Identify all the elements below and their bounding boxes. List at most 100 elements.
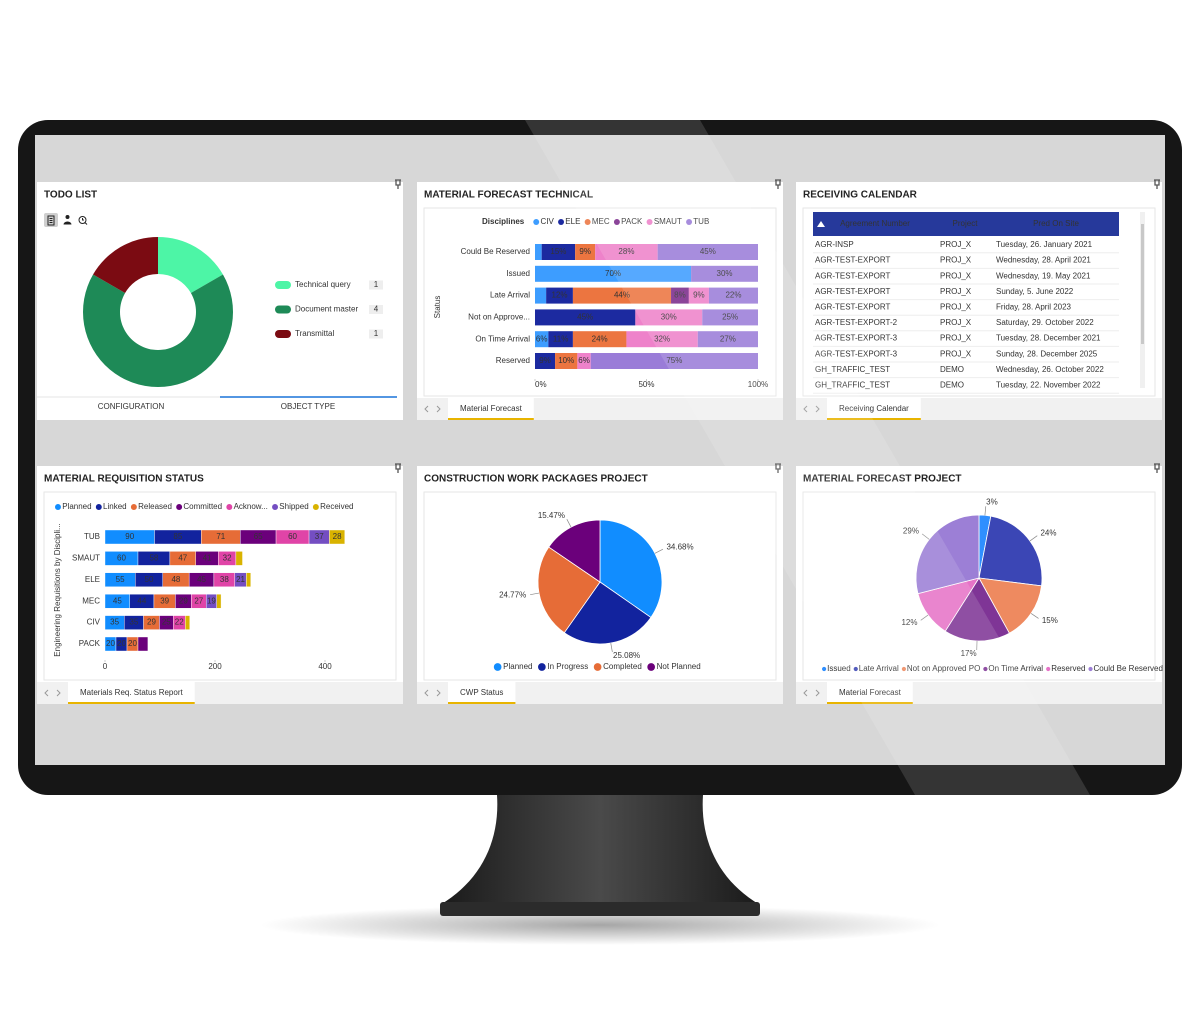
leader-line: [566, 519, 572, 528]
data-label: 24.77%: [499, 590, 526, 599]
data-label: 60: [288, 532, 297, 541]
tab-underline: [827, 702, 913, 704]
legend-swatch: [646, 219, 653, 225]
legend-label: Issued: [827, 664, 851, 673]
tab: [827, 682, 913, 704]
data-label: 44%: [614, 291, 630, 300]
tab-arrows: [424, 405, 441, 413]
tab: [448, 398, 534, 420]
pin-icon: [1154, 463, 1160, 473]
bar-segment: [535, 309, 636, 326]
bar-segment: [657, 244, 758, 260]
legend-label: Technical query: [295, 280, 351, 289]
slice: [944, 577, 1010, 642]
data-label: 20: [128, 639, 137, 648]
bar-segment: [688, 287, 709, 304]
table-cell: Friday, 28. April 2023: [996, 303, 1072, 312]
legend-label: Transmittal: [295, 329, 334, 338]
legend-swatch: [593, 663, 602, 671]
legend-swatch: [558, 219, 565, 225]
slice: [548, 519, 601, 583]
data-label: 85: [173, 532, 182, 541]
legend-swatch: [822, 666, 827, 672]
count-box: [369, 329, 383, 339]
table-cell: AGR-TEST-EXPORT-3: [815, 334, 898, 343]
table-cell: Wednesday, 28. April 2021: [996, 256, 1091, 265]
data-label: 50: [145, 575, 154, 584]
table-cell: Sunday, 5. June 2022: [996, 287, 1074, 296]
y-tick-label: PACK: [79, 639, 101, 648]
bar-segment: [595, 244, 658, 260]
clipboard-icon: [47, 215, 55, 226]
table-cell: DEMO: [940, 381, 964, 390]
legend-label: Not on Approved PO: [907, 664, 980, 673]
scrollbar-thumb: [1141, 224, 1144, 344]
y-tick-label: ELE: [85, 575, 100, 584]
table-cell: Wednesday, 19. May 2021: [996, 271, 1091, 280]
y-tick-label: SMAUT: [72, 554, 100, 563]
x-tick-label: 200: [208, 662, 222, 671]
bar-segment: [708, 287, 758, 304]
data-label: 6%: [536, 334, 548, 343]
column-header: Agreement Number: [840, 219, 910, 228]
sort-icon: [817, 221, 825, 227]
table-cell: AGR-TEST-EXPORT: [815, 287, 891, 296]
data-label: 47: [178, 554, 187, 563]
legend-label: TUB: [693, 217, 709, 226]
tab-arrows: [803, 689, 820, 697]
legend: CIV ELE MEC PACK SMAUT TUB: [533, 217, 709, 226]
count: 1: [374, 280, 379, 289]
tab-underline: [448, 418, 534, 420]
table-header: [813, 212, 1119, 236]
data-label: 29: [179, 596, 188, 605]
table-cell: AGR-TEST-EXPORT: [815, 303, 891, 312]
count: 4: [374, 305, 379, 314]
tab: [68, 682, 195, 704]
bar-segment: [691, 265, 758, 282]
x-tick-label: 50%: [638, 380, 654, 389]
user-icon: [63, 215, 72, 225]
table-cell: PROJ_X: [940, 334, 972, 343]
x-tick-label: 0%: [535, 380, 547, 389]
data-label: 28%: [618, 247, 634, 256]
bar-segment: [137, 636, 149, 652]
legend-label: MEC: [592, 217, 610, 226]
legend-label: On Time Arrival: [988, 664, 1043, 673]
legend-swatch: [1088, 666, 1093, 672]
data-label: 29%: [903, 527, 919, 536]
stand-shadow: [260, 905, 940, 945]
table-cell: Tuesday, 22. November 2022: [996, 381, 1101, 390]
panel-title: TODO LIST: [44, 190, 97, 201]
legend-label: PACK: [621, 217, 643, 226]
slice: [978, 577, 1042, 634]
slice: [82, 274, 234, 387]
slice: [158, 237, 223, 293]
data-label: 22: [175, 618, 184, 627]
slice: [537, 546, 601, 634]
table-cell: Tuesday, 28. December 2021: [996, 334, 1101, 343]
legend-label: Linked: [103, 502, 127, 511]
data-label: 15%: [1042, 616, 1058, 625]
column-header: Project: [953, 219, 979, 228]
slice: [978, 515, 1043, 587]
bar-segment: [546, 287, 573, 304]
table-cell: Saturday, 29. October 2022: [996, 318, 1094, 327]
tab-label: Material Forecast: [460, 404, 523, 413]
x-tick-label: 100%: [748, 380, 768, 389]
data-label: 37: [315, 532, 324, 541]
stand-neck: [440, 795, 760, 905]
data-label: 65: [254, 532, 263, 541]
legend-swatch: [533, 219, 540, 225]
table-cell: DEMO: [940, 365, 964, 374]
data-label: 10%: [558, 356, 574, 365]
data-label: 41: [203, 554, 212, 563]
table-cell: PROJ_X: [940, 287, 972, 296]
clock-icon: [78, 216, 88, 225]
panel-title: MATERIAL FORECAST TECHNICAL: [424, 190, 593, 201]
panel-title: MATERIAL REQUISITION STATUS: [44, 474, 204, 485]
bar-segment: [572, 331, 627, 348]
legend-swatch: [901, 666, 907, 672]
data-label: 90: [125, 532, 134, 541]
tab-label: OBJECT TYPE: [281, 402, 335, 411]
leader-line: [1029, 535, 1038, 542]
